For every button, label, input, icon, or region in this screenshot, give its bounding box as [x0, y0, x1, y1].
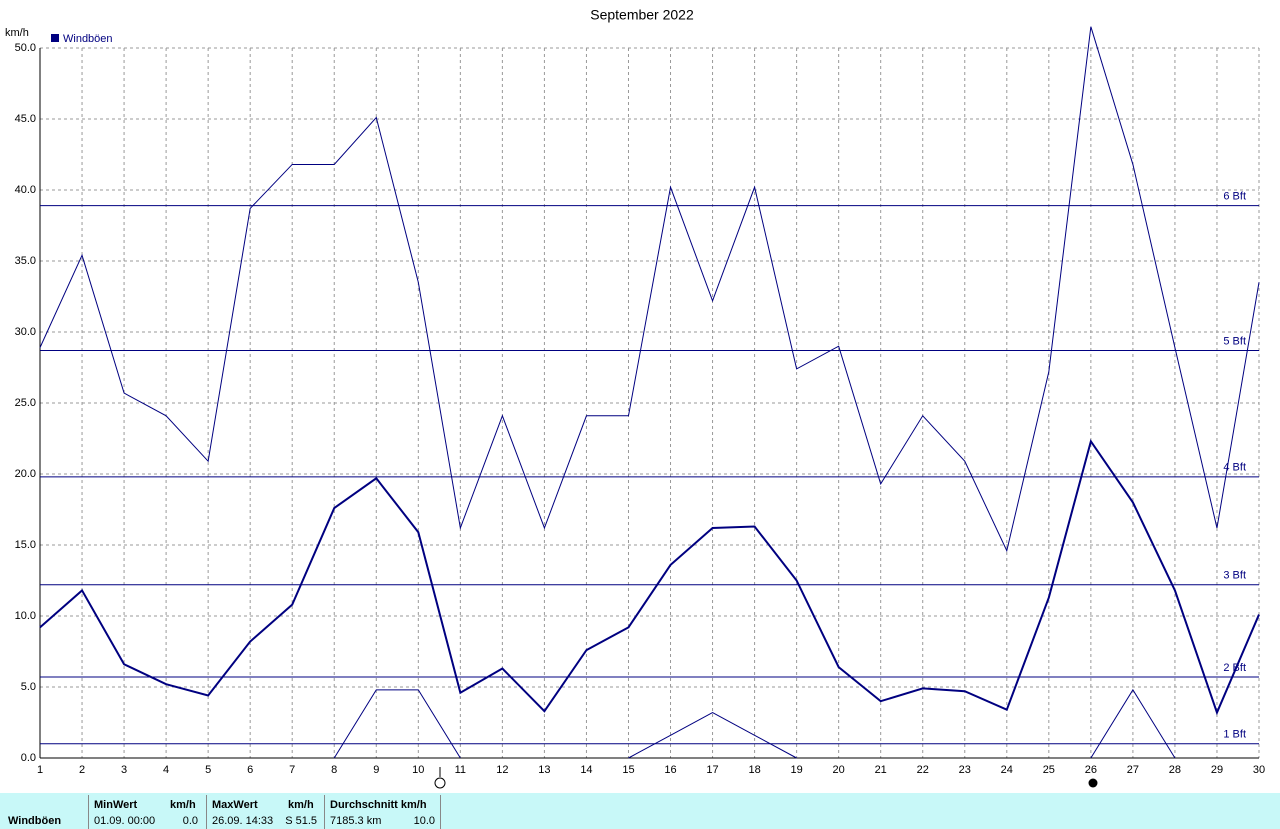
summary-panel: Windböen MinWert km/h 01.09. 00:00 0.0 M… [0, 793, 1280, 829]
x-tick-label: 30 [1253, 764, 1265, 776]
chart: September 2022 km/h Windböen0.05.010.015… [5, 7, 1265, 789]
beaufort-label: 2 Bft [1223, 662, 1246, 674]
x-tick-label: 16 [664, 764, 676, 776]
x-tick-label: 17 [706, 764, 718, 776]
x-tick-label: 20 [833, 764, 845, 776]
legend-label: Windböen [63, 33, 113, 45]
summary-label: Windböen [8, 815, 62, 827]
x-tick-label: 6 [247, 764, 253, 776]
avg-distance: 7185.3 km [330, 815, 382, 827]
series-line [39, 26, 1260, 553]
x-tick-label: 28 [1169, 764, 1181, 776]
x-tick-label: 10 [412, 764, 424, 776]
y-tick-label: 40.0 [15, 184, 36, 196]
x-tick-label: 11 [455, 764, 466, 776]
x-tick-label: 15 [622, 764, 634, 776]
y-tick-label: 50.0 [15, 42, 36, 54]
x-tick-label: 21 [875, 764, 887, 776]
x-tick-label: 3 [121, 764, 127, 776]
x-tick-label: 27 [1127, 764, 1139, 776]
legend-swatch [51, 34, 59, 42]
chart-title: September 2022 [590, 7, 694, 23]
x-tick-label: 4 [163, 764, 169, 776]
y-axis-label: km/h [5, 27, 29, 39]
y-tick-label: 0.0 [21, 752, 36, 764]
series-line [333, 688, 1176, 759]
x-tick-label: 12 [496, 764, 508, 776]
x-tick-label: 25 [1043, 764, 1055, 776]
y-tick-label: 45.0 [15, 113, 36, 125]
y-tick-label: 20.0 [15, 468, 36, 480]
x-tick-label: 7 [289, 764, 295, 776]
max-value: S 51.5 [285, 815, 317, 827]
x-tick-label: 5 [205, 764, 211, 776]
x-tick-label: 14 [580, 764, 592, 776]
min-header: MinWert [94, 799, 138, 811]
x-tick-label: 13 [538, 764, 550, 776]
separator [324, 795, 325, 829]
x-tick-label: 26 [1085, 764, 1097, 776]
avg-header: Durchschnitt km/h [330, 799, 427, 811]
y-tick-label: 30.0 [15, 326, 36, 338]
y-tick-label: 5.0 [21, 681, 36, 693]
separator [206, 795, 207, 829]
x-tick-label: 18 [748, 764, 760, 776]
separator [88, 795, 89, 829]
beaufort-label: 1 Bft [1223, 729, 1246, 741]
y-tick-label: 35.0 [15, 255, 36, 267]
beaufort-label: 3 Bft [1223, 570, 1246, 582]
max-header: MaxWert [212, 799, 258, 811]
min-time: 01.09. 00:00 [94, 815, 156, 827]
x-tick-label: 24 [1001, 764, 1013, 776]
avg-value: 10.0 [413, 815, 435, 827]
separator [440, 795, 441, 829]
y-tick-label: 15.0 [15, 539, 36, 551]
x-tick-label: 8 [331, 764, 337, 776]
y-tick-label: 25.0 [15, 397, 36, 409]
min-unit: km/h [170, 799, 196, 811]
beaufort-label: 6 Bft [1223, 191, 1246, 203]
x-tick-label: 29 [1211, 764, 1223, 776]
x-tick-label: 23 [959, 764, 971, 776]
full-moon-icon [434, 777, 446, 789]
max-time: 26.09. 14:33 [212, 815, 274, 827]
x-tick-label: 9 [373, 764, 379, 776]
x-tick-label: 1 [37, 764, 43, 776]
beaufort-label: 4 Bft [1223, 462, 1246, 474]
min-value: 0.0 [182, 815, 198, 827]
x-tick-label: 19 [790, 764, 802, 776]
max-unit: km/h [288, 799, 314, 811]
beaufort-label: 5 Bft [1223, 335, 1246, 347]
x-tick-label: 2 [79, 764, 85, 776]
x-tick-label: 22 [917, 764, 929, 776]
series-line [39, 438, 1260, 716]
y-tick-label: 10.0 [15, 610, 36, 622]
new-moon-icon [1088, 778, 1098, 788]
